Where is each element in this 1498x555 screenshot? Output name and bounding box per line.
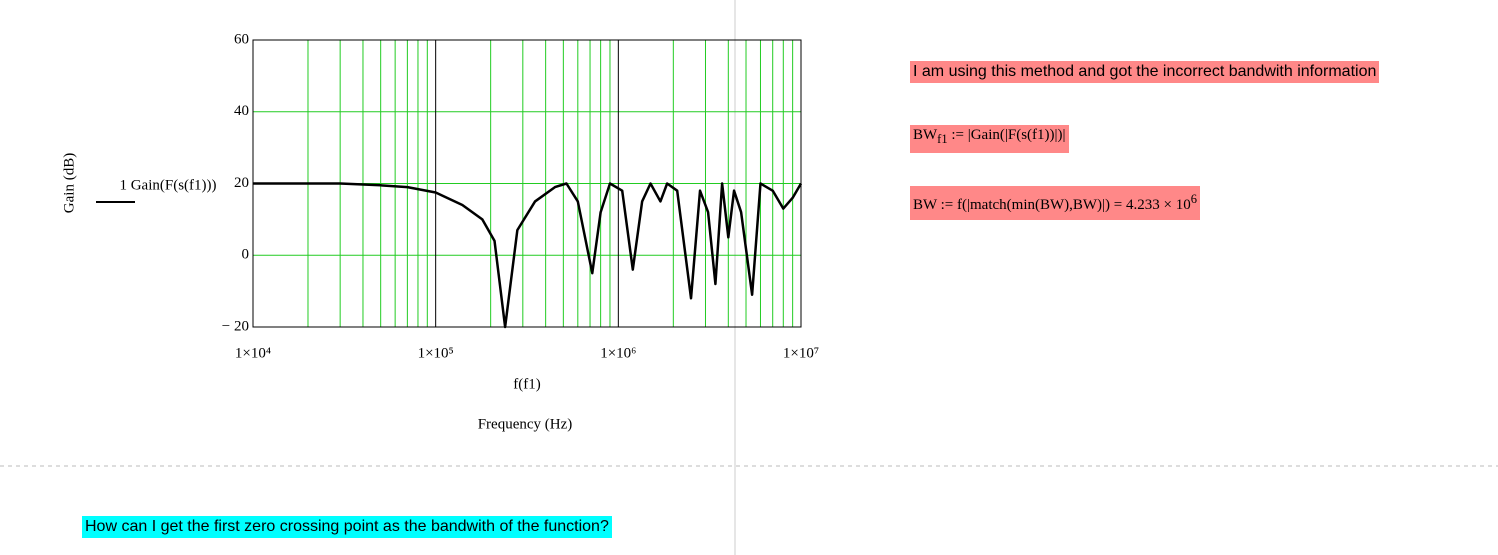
legend-label: 1 Gain(F(s(f1))) — [119, 177, 216, 193]
bw-expr: := |Gain(|F(s(f1))|)| — [951, 127, 1066, 143]
x-tick-label: 1×10⁴ — [235, 345, 271, 361]
x-tick-label: 1×10⁷ — [783, 345, 819, 361]
y-axis-label: Gain (dB) — [61, 153, 77, 213]
y-tick-label: 60 — [234, 31, 249, 47]
bw-exponent: 6 — [1190, 192, 1197, 206]
bw-subscript: f1 — [937, 132, 948, 146]
bw-formula: BW := f(|match(min(BW),BW)|) = 4.233 × 1… — [913, 197, 1191, 213]
x-tick-label: 1×10⁵ — [418, 345, 454, 361]
y-tick-label: 20 — [234, 175, 249, 191]
x-expression: f(f1) — [513, 376, 540, 392]
series-line — [253, 182, 803, 329]
note-method: I am using this method and got the incor… — [910, 61, 1380, 83]
question: How can I get the first zero crossing po… — [82, 516, 612, 538]
note-bw-f1: BWf1 := |Gain(|F(s(f1))|)| — [910, 125, 1069, 153]
note-bw: BW := f(|match(min(BW),BW)|) = 4.233 × 1… — [910, 186, 1200, 220]
y-tick-label: 0 — [242, 247, 250, 263]
x-tick-label: 1×10⁶ — [600, 345, 636, 361]
x-axis-label: Frequency (Hz) — [478, 416, 573, 432]
y-tick-label: 40 — [234, 103, 249, 119]
y-tick-label: − 20 — [222, 318, 249, 334]
bw-name: BW — [913, 127, 938, 143]
